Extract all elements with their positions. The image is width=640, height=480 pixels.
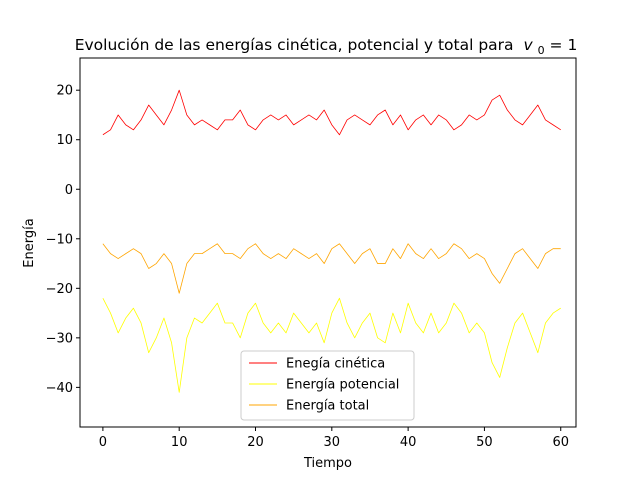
series-line-1 — [102, 89, 561, 136]
legend-label-1: Enegía cinética — [286, 357, 385, 372]
series-line-3 — [102, 243, 561, 294]
chart-title-math-sub: 0 — [538, 44, 545, 57]
legend-entries: Enegía cinética Energía potencial Energía … — [249, 357, 399, 414]
chart-title: Evolución de las energías cinética, pote… — [75, 36, 578, 58]
plot-frame — [79, 57, 577, 428]
legend-label-2: Energía potencial — [286, 378, 399, 393]
y-tick-label: −10 — [46, 232, 73, 247]
x-tick-label: 60 — [552, 435, 569, 450]
y-tick-label: 10 — [56, 133, 73, 148]
y-tick-label: −30 — [46, 331, 73, 346]
y-tick-label: 20 — [56, 84, 73, 99]
chart-title-math-rest: = 1 — [550, 36, 578, 54]
x-tick-label: 50 — [476, 435, 493, 450]
x-tick-label: 30 — [324, 435, 341, 450]
chart-title-text: Evolución de las energías cinética, pote… — [75, 36, 514, 54]
x-tick-label: 40 — [400, 435, 417, 450]
legend-box — [240, 350, 415, 421]
legend-label-3: Energía total — [286, 399, 369, 414]
x-axis-ticks: 0 10 20 30 40 50 60 — [99, 427, 569, 450]
legend: Enegía cinética Energía potencial Energía … — [240, 350, 415, 421]
plot-series — [102, 89, 561, 393]
x-tick-label: 10 — [171, 435, 188, 450]
x-tick-label: 20 — [247, 435, 264, 450]
x-axis-label: Tiempo — [303, 456, 352, 471]
y-axis-label: Energía — [22, 218, 37, 267]
y-axis-ticks: 20 10 0 −10 −20 −30 −40 — [46, 84, 80, 396]
series-line-2 — [102, 297, 561, 393]
x-tick-label: 0 — [99, 435, 107, 450]
y-tick-label: −20 — [46, 282, 73, 297]
y-tick-label: −40 — [46, 381, 73, 396]
y-tick-label: 0 — [65, 183, 73, 198]
chart-title-math: v — [523, 36, 533, 54]
